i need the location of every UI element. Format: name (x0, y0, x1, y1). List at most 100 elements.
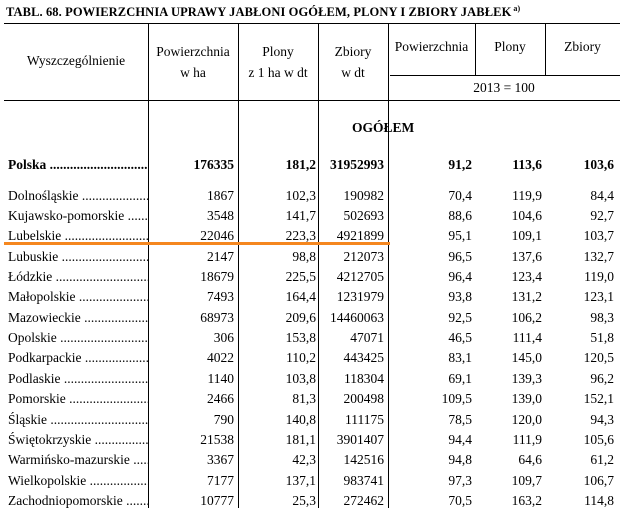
cell-value: 983741 (343, 473, 385, 488)
cell-value: 61,2 (590, 452, 614, 467)
cell-value: 113,6 (512, 157, 542, 172)
cell-value: 103,6 (583, 157, 614, 172)
cell-value: 7177 (207, 473, 234, 488)
header-zbiory: Zbiory w dt (334, 44, 372, 80)
col-divider-2 (238, 23, 239, 508)
cell-value: 119,0 (584, 269, 614, 284)
cell-value: 92,7 (590, 208, 614, 223)
cell-value: 225,5 (285, 269, 316, 284)
cell-value: 94,3 (590, 412, 614, 427)
cell-value: 139,0 (511, 391, 542, 406)
cell-value: 306 (213, 330, 234, 345)
row-label: Pomorskie (8, 389, 148, 409)
cell-value: 152,1 (583, 391, 614, 406)
cell-value: 51,8 (590, 330, 614, 345)
row-label: Dolnośląskie (8, 186, 148, 206)
row-label: Zachodniopomorskie (8, 491, 148, 511)
cell-value: 2147 (207, 249, 234, 264)
cell-value: 181,1 (285, 432, 316, 447)
cell-value: 103,8 (285, 371, 316, 386)
cell-value: 64,6 (518, 452, 542, 467)
cell-value: 131,2 (511, 289, 542, 304)
cell-value: 272462 (343, 493, 385, 508)
cell-value: 106,2 (511, 310, 542, 325)
cell-value: 95,1 (448, 228, 472, 243)
cell-value: 142516 (343, 452, 385, 467)
header-wyszczegolnienie: Wyszczególnienie (26, 53, 126, 68)
cell-value: 176335 (193, 157, 235, 172)
cell-value: 118304 (344, 371, 384, 386)
cell-value: 83,1 (448, 350, 472, 365)
table-row: Wielkopolskie 7177 137,1 983741 97,3 109,7 106… (0, 471, 623, 491)
table-row: Podkarpackie 4022 110,2 443425 83,1 145,0 120,… (0, 348, 623, 368)
cell-value: 106,7 (583, 473, 614, 488)
table-row: Łódzkie 18679 225,5 4212705 96,4 123,4 119,0 (0, 267, 623, 287)
cell-value: 110,2 (286, 350, 316, 365)
table-row: Zachodniopomorskie 10777 25,3 272462 70,5 163… (0, 491, 623, 511)
cell-value: 81,3 (292, 391, 316, 406)
cell-value: 209,6 (285, 310, 316, 325)
cell-value: 47071 (350, 330, 384, 345)
cell-value: 145,0 (511, 350, 542, 365)
table-row: Świętokrzyskie 21538 181,1 3901407 94,4 111,9… (0, 430, 623, 450)
cell-value: 223,3 (285, 228, 316, 243)
cell-value: 132,7 (583, 249, 614, 264)
cell-value: 140,8 (285, 412, 316, 427)
cell-value: 139,3 (511, 371, 542, 386)
header-index-powierzchnia: Powierzchnia (394, 39, 469, 54)
cell-value: 163,2 (511, 493, 542, 508)
row-label: Wielkopolskie (8, 471, 148, 491)
row-label: Lubuskie (8, 247, 148, 267)
cell-value: 98,3 (590, 310, 614, 325)
cell-value: 502693 (343, 208, 385, 223)
cell-value: 111,4 (512, 330, 542, 345)
cell-value: 46,5 (448, 330, 472, 345)
cell-value: 4921899 (336, 228, 384, 243)
header-bottom-border (4, 100, 620, 101)
row-label: Mazowieckie (8, 308, 148, 328)
table-row: Śląskie 790 140,8 111175 78,5 120,0 94,3 (0, 410, 623, 430)
cell-value: 114,8 (584, 493, 614, 508)
table-row: Lubelskie 22046 223,3 4921899 95,1 109,1 103,7 (0, 226, 623, 246)
cell-value: 102,3 (285, 188, 316, 203)
row-label: Podlaskie (8, 369, 148, 389)
cell-value: 96,4 (448, 269, 472, 284)
cell-value: 1231979 (336, 289, 384, 304)
table-row: Mazowieckie 68973 209,6 14460063 92,5 106,2 98… (0, 308, 623, 328)
table-row: Podlaskie 1140 103,8 118304 69,1 139,3 96,2 (0, 369, 623, 389)
cell-value: 153,8 (285, 330, 316, 345)
cell-value: 92,5 (448, 310, 472, 325)
row-label: Polska (8, 155, 148, 175)
table-row: Polska 176335 181,2 31952993 91,2 113,6 103,6 (0, 155, 623, 175)
row-label: Kujawsko-pomorskie (8, 206, 148, 226)
header-split-line (390, 75, 620, 76)
cell-value: 93,8 (448, 289, 472, 304)
row-label: Małopolskie (8, 287, 148, 307)
cell-value: 3367 (207, 452, 234, 467)
table-row: Warmińsko-mazurskie 3367 42,3 142516 94,8 64,… (0, 450, 623, 470)
cell-value: 123,4 (511, 269, 542, 284)
cell-value: 70,4 (448, 188, 472, 203)
cell-value: 120,0 (511, 412, 542, 427)
cell-value: 25,3 (292, 493, 316, 508)
header-index-zbiory: Zbiory (564, 39, 601, 54)
cell-value: 111175 (345, 412, 384, 427)
row-label: Świętokrzyskie (8, 430, 148, 450)
cell-value: 91,2 (448, 157, 472, 172)
row-label: Lubelskie (8, 226, 148, 246)
cell-value: 42,3 (292, 452, 316, 467)
header-top-border (4, 23, 620, 24)
cell-value: 21538 (200, 432, 234, 447)
cell-value: 96,5 (448, 249, 472, 264)
cell-value: 69,1 (448, 371, 472, 386)
cell-value: 111,9 (512, 432, 542, 447)
header-index-plony: Plony (494, 39, 526, 54)
cell-value: 10777 (200, 493, 234, 508)
cell-value: 22046 (200, 228, 234, 243)
header-powierzchnia: Powierzchnia w ha (156, 44, 230, 80)
col-divider-3 (318, 23, 319, 508)
cell-value: 137,1 (285, 473, 316, 488)
table-row: Kujawsko-pomorskie 3548 141,7 502693 88,6 104… (0, 206, 623, 226)
cell-value: 212073 (343, 249, 385, 264)
cell-value: 96,2 (590, 371, 614, 386)
